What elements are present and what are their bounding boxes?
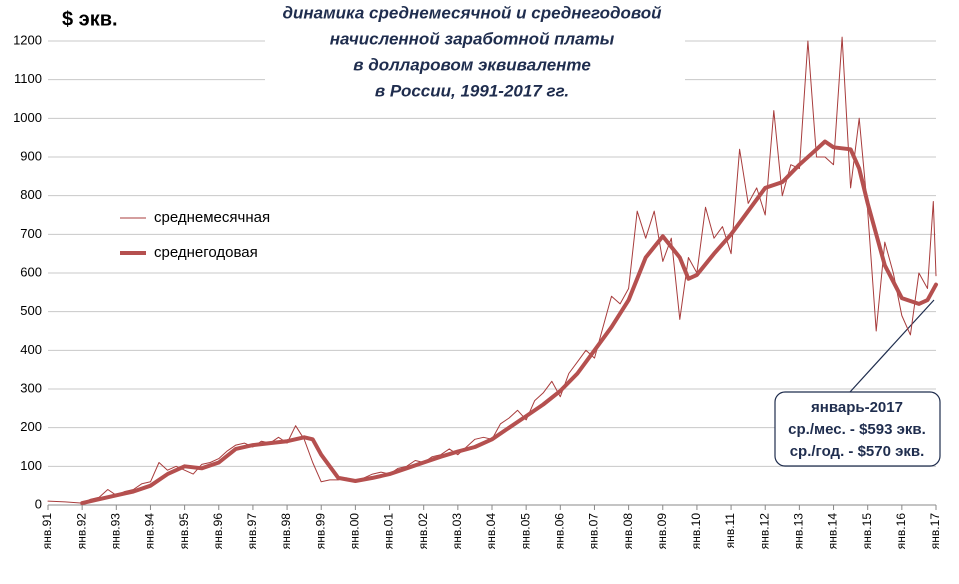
x-tick-label: янв.08 — [621, 513, 635, 550]
x-tick-label: янв.92 — [74, 513, 88, 550]
y-tick-label: 300 — [20, 380, 42, 395]
y-tick-label: 1200 — [13, 32, 42, 47]
x-tick-label: янв.07 — [587, 513, 601, 550]
x-tick-label: янв.13 — [792, 513, 806, 550]
x-tick-label: янв.00 — [348, 513, 362, 550]
x-tick-label: янв.93 — [108, 513, 122, 550]
legend-label: среднемесячная — [154, 209, 270, 226]
x-tick-label: янв.99 — [313, 513, 327, 550]
x-tick-label: янв.94 — [143, 513, 157, 550]
chart-title: начисленной заработной платы — [330, 29, 615, 48]
x-tick-label: янв.06 — [552, 513, 566, 550]
annotation-box — [774, 391, 941, 467]
x-tick-label: янв.05 — [518, 513, 532, 550]
y-tick-label: 1000 — [13, 110, 42, 125]
chart-title: динамика среднемесячной и среднегодовой — [282, 3, 662, 22]
x-tick-label: янв.04 — [484, 513, 498, 550]
x-tick-label: янв.12 — [757, 513, 771, 550]
x-tick-label: янв.91 — [40, 513, 54, 550]
chart-title: в долларовом эквиваленте — [353, 55, 591, 74]
y-tick-label: 500 — [20, 303, 42, 318]
x-tick-label: янв.01 — [382, 513, 396, 550]
x-tick-label: янв.09 — [655, 513, 669, 550]
annotation-pointer — [849, 299, 935, 393]
title-background — [265, 0, 685, 104]
annotation: январь-2017 — [811, 399, 903, 416]
y-tick-label: 900 — [20, 148, 42, 163]
x-tick-label: янв.11 — [723, 513, 737, 549]
x-tick-label: янв.03 — [450, 513, 464, 550]
x-tick-label: янв.96 — [211, 513, 225, 550]
y-axis-label: $ экв. — [62, 8, 118, 30]
annotation: ср./год. - $570 экв. — [790, 443, 925, 460]
x-tick-label: янв.16 — [894, 513, 908, 550]
y-tick-label: 800 — [20, 187, 42, 202]
annotation: ср./мес. - $593 экв. — [788, 421, 926, 438]
x-tick-label: янв.10 — [689, 513, 703, 550]
y-tick-label: 1100 — [14, 71, 42, 86]
y-tick-label: 200 — [20, 419, 42, 434]
y-tick-label: 600 — [20, 264, 42, 279]
chart-title: в России, 1991-2017 гг. — [375, 81, 569, 100]
x-tick-label: янв.15 — [860, 513, 874, 550]
x-tick-label: янв.17 — [928, 513, 942, 550]
x-tick-label: янв.97 — [245, 513, 259, 550]
x-tick-label: янв.02 — [416, 513, 430, 550]
series-line — [80, 139, 938, 506]
y-tick-label: 100 — [20, 458, 42, 473]
x-tick-label: янв.95 — [177, 513, 191, 550]
x-tick-label: янв.98 — [279, 513, 293, 550]
y-tick-label: 700 — [20, 226, 42, 241]
y-tick-label: 400 — [20, 342, 42, 357]
y-tick-label: 0 — [35, 496, 42, 511]
x-tick-label: янв.14 — [826, 513, 840, 550]
legend-label: среднегодовая — [154, 244, 258, 261]
